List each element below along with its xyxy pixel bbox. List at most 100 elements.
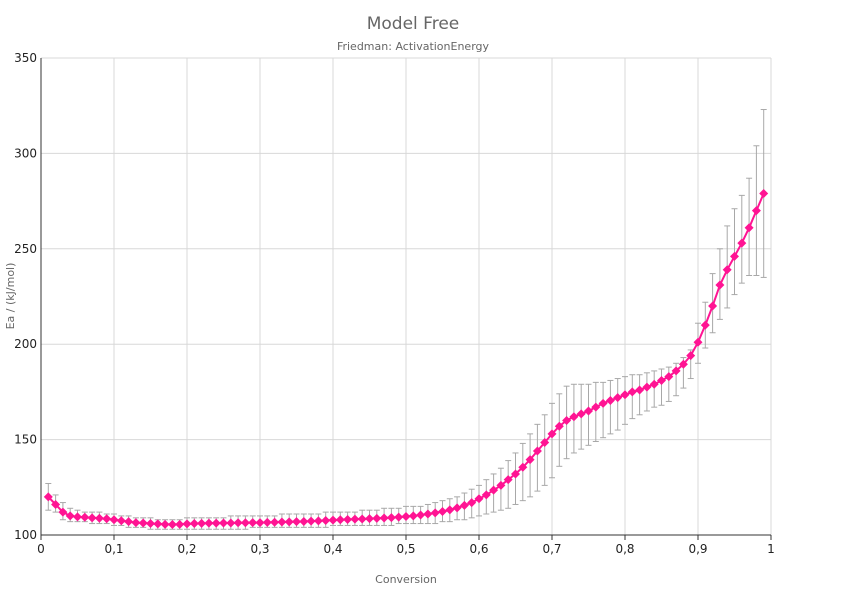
- data-point: [496, 480, 506, 490]
- data-point: [189, 519, 199, 529]
- y-tick-label: 200: [14, 337, 37, 351]
- data-point: [182, 519, 192, 529]
- x-tick-label: 0,9: [688, 542, 707, 556]
- data-point: [423, 509, 433, 519]
- data-point: [51, 499, 61, 509]
- data-point: [671, 366, 681, 376]
- data-point: [722, 265, 732, 275]
- data-point: [532, 446, 542, 456]
- data-point: [744, 223, 754, 233]
- data-point: [459, 500, 469, 510]
- y-tick-label: 350: [14, 51, 37, 65]
- y-tick-label: 100: [14, 528, 37, 542]
- data-point: [262, 517, 272, 527]
- data-point: [343, 515, 353, 525]
- x-tick-label: 1: [767, 542, 775, 556]
- data-point: [299, 516, 309, 526]
- data-point: [394, 512, 404, 522]
- data-point: [146, 519, 155, 529]
- data-point: [226, 518, 236, 528]
- data-point: [737, 238, 747, 248]
- data-point: [240, 518, 250, 528]
- data-point: [73, 512, 82, 522]
- data-point: [547, 429, 557, 439]
- data-point: [160, 519, 170, 529]
- data-point: [591, 402, 601, 412]
- data-point: [65, 511, 75, 521]
- data-point: [730, 251, 739, 261]
- data-point: [401, 511, 411, 521]
- data-point: [584, 406, 593, 416]
- data-point: [562, 416, 572, 426]
- data-point: [693, 337, 703, 347]
- data-point: [430, 508, 440, 518]
- data-point: [620, 390, 630, 400]
- data-point: [598, 398, 608, 408]
- y-tick-label: 250: [14, 242, 37, 256]
- data-point: [686, 351, 696, 361]
- data-point: [467, 498, 477, 508]
- data-point: [751, 206, 761, 216]
- data-point: [386, 513, 396, 523]
- data-point: [605, 395, 615, 405]
- data-point: [642, 382, 652, 392]
- data-point: [708, 301, 718, 311]
- data-point: [365, 514, 374, 524]
- data-point: [219, 518, 228, 528]
- data-point: [87, 513, 97, 523]
- x-tick-label: 0,8: [615, 542, 634, 556]
- chart-title: Model Free: [367, 14, 460, 34]
- data-point: [700, 320, 710, 330]
- x-tick-label: 0,6: [469, 542, 488, 556]
- data-point: [357, 514, 367, 524]
- data-point: [328, 515, 338, 525]
- axes: 0 0,1 0,2 0,3 0,4 0,5 0,6 0,7 0,8 0,9 1 100 150 200 25…: [14, 51, 775, 556]
- y-axis-title: Ea / (kJ/mol): [4, 263, 17, 330]
- data-point: [248, 518, 258, 528]
- data-point: [197, 518, 207, 528]
- data-point: [80, 512, 90, 522]
- data-point: [58, 507, 68, 517]
- data-point: [416, 510, 426, 520]
- x-tick-label: 0,4: [323, 542, 342, 556]
- data-point: [554, 421, 564, 431]
- data-point: [715, 280, 725, 290]
- data-point: [445, 505, 455, 515]
- data-point: [540, 437, 550, 447]
- data-point: [627, 387, 637, 397]
- data-point: [277, 517, 287, 527]
- data-point: [138, 518, 148, 528]
- data-point: [569, 412, 579, 422]
- data-point: [525, 455, 535, 465]
- data-point: [313, 516, 323, 526]
- y-tick-label: 300: [14, 146, 37, 160]
- data-point: [102, 514, 112, 524]
- data-point: [255, 518, 265, 528]
- data-point: [518, 462, 528, 472]
- data-points: [43, 188, 769, 530]
- data-point: [284, 517, 294, 527]
- x-tick-label: 0,3: [250, 542, 269, 556]
- data-point: [233, 518, 243, 528]
- data-point: [211, 518, 221, 528]
- data-point: [109, 515, 119, 525]
- x-tick-label: 0,2: [177, 542, 196, 556]
- data-point: [270, 517, 280, 527]
- data-point: [576, 409, 586, 419]
- data-point: [124, 517, 134, 527]
- data-point: [503, 475, 513, 485]
- data-point: [321, 515, 331, 525]
- chart-subtitle: Friedman: ActivationEnergy: [337, 40, 490, 53]
- data-point: [372, 513, 382, 523]
- data-point: [43, 492, 53, 502]
- data-point: [306, 516, 316, 526]
- data-point: [511, 469, 520, 479]
- data-point: [657, 375, 666, 385]
- x-axis-title: Conversion: [375, 573, 437, 586]
- data-point: [350, 514, 360, 524]
- x-tick-label: 0,1: [104, 542, 123, 556]
- grid: [41, 57, 772, 535]
- data-point: [678, 359, 688, 369]
- data-point: [474, 494, 484, 504]
